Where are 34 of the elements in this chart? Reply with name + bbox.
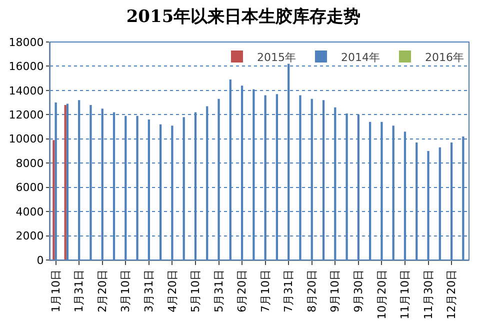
x-tick-label: 1月10日: [49, 269, 62, 312]
x-tick-label: 11月30日: [422, 269, 435, 320]
bar: [64, 104, 66, 260]
bar: [52, 140, 55, 260]
x-tick-label: 10月20日: [375, 269, 388, 320]
x-tick-label: 11月10日: [398, 269, 412, 320]
x-tick-label: 5月10日: [189, 269, 202, 312]
y-tick-label: 0: [36, 254, 44, 267]
legend-label: 2016年: [425, 50, 464, 64]
legend-label: 2014年: [341, 50, 380, 64]
x-tick-label: 7月10日: [258, 269, 272, 312]
y-tick-label: 14000: [8, 84, 44, 98]
chart-title: 2015年以来日本生胶库存走势: [126, 6, 361, 27]
x-tick-label: 8月20日: [305, 269, 318, 312]
x-tick-label: 9月30日: [352, 269, 366, 312]
y-tick-label: 2000: [16, 230, 44, 243]
x-tick-label: 7月31日: [282, 269, 296, 312]
x-tick-label: 12月20日: [445, 269, 458, 320]
x-tick-label: 4月20日: [166, 269, 179, 312]
y-tick-label: 12000: [8, 108, 44, 122]
y-tick-label: 16000: [8, 60, 44, 74]
x-tick-label: 1月31日: [72, 269, 86, 312]
legend-label: 2015年: [257, 50, 296, 64]
x-tick-label: 2月20日: [96, 269, 109, 312]
y-tick-label: 8000: [16, 156, 44, 170]
x-tick-label: 3月10日: [119, 269, 132, 312]
y-tick-label: 6000: [16, 181, 44, 194]
y-tick-label: 10000: [8, 132, 44, 146]
x-tick-label: 3月31日: [142, 269, 156, 312]
y-tick-label: 18000: [8, 36, 44, 49]
x-tick-label: 6月20日: [236, 269, 249, 312]
y-tick-label: 4000: [16, 205, 44, 218]
x-tick-label: 9月10日: [328, 269, 342, 312]
x-tick-label: 5月31日: [212, 269, 226, 312]
